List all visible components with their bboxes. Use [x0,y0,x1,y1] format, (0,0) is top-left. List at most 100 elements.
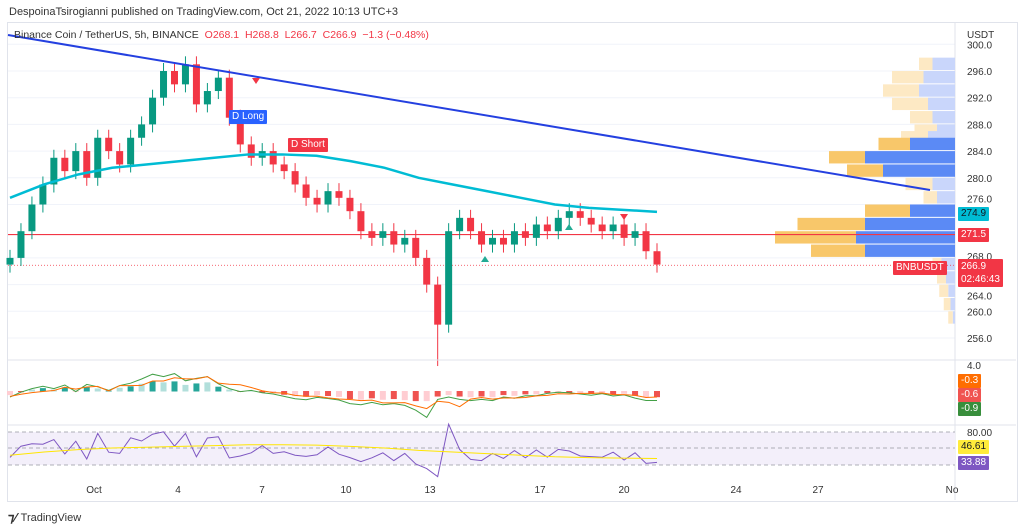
volume-profile-sell-bar [883,164,955,177]
macd-histogram-bar [500,391,507,396]
macd-histogram-bar [292,391,299,397]
macd-histogram-bar [621,391,628,394]
macd-histogram-bar [522,391,529,395]
volume-profile-sell-bar [856,231,955,244]
time-tick: 13 [424,485,436,496]
macd-axis-tick: 4.0 [967,361,981,372]
rsi-ma-tag: 46.61 [958,440,990,454]
macd-histogram-bar [588,391,595,395]
change-value: −1.3 (−0.48%) [362,29,429,41]
volume-profile-buy-bar [892,71,924,84]
volume-profile-buy-bar [919,57,933,70]
candle-body [236,117,244,145]
macd-histogram-bar [654,391,660,398]
candle-body [576,211,584,218]
macd-line [9,373,657,419]
time-tick: 4 [175,485,181,496]
candle-body [521,231,529,238]
candle-body [116,151,124,165]
candle-body [445,231,453,325]
time-tick: 24 [730,485,742,496]
candle-body [423,257,431,285]
price-tick: 276.0 [967,195,992,206]
volume-profile-buy-bar [865,204,910,217]
macd-histogram-bar [325,391,332,397]
candle-body [6,257,14,265]
volume-profile-sell-bar [946,271,955,284]
macd-histogram-bar [17,391,24,393]
macd-histogram-bar [182,384,189,392]
candle-body [127,137,135,165]
price-tick: 256.0 [967,334,992,345]
symbol-name: Binance Coin / TetherUS, 5h, BINANCE [14,29,199,41]
last-price: 266.9 [961,261,987,272]
candle-body [543,224,551,232]
volume-profile-sell-bar [919,84,955,97]
moving-average-line [9,153,658,214]
price-tick: 264.0 [967,292,992,303]
short-signal-label: D Short [288,138,328,152]
time-tick: 20 [618,485,630,496]
candle-body [225,77,233,118]
rsi-band [8,432,955,465]
candle-body [631,231,639,238]
price-tick: 268.0 [967,252,992,263]
macd-histogram-bar [599,391,606,394]
last-price-tag: 266.9 02:46:43 [958,259,1003,287]
volume-profile-buy-bar [892,97,928,111]
macd-histogram-bar [423,391,430,402]
volume-profile-buy-bar [948,311,953,324]
macd-histogram-bar [368,391,375,399]
time-tick: 10 [340,485,352,496]
candle-body [313,197,321,205]
candle-body [434,284,442,325]
ma-price-tag: 274.9 [958,207,990,221]
volume-profile-sell-bar [928,97,955,111]
macd-histogram-bar [83,387,90,392]
macd-histogram-bar [7,391,13,396]
volume-profile-buy-bar [775,231,856,244]
candle-body [149,97,157,125]
close-value: C266.9 [322,29,357,41]
candle-body [379,231,387,238]
candle-body [302,184,310,198]
candle-body [346,197,354,212]
candle-body [247,144,255,158]
macd-histogram-bar [226,389,233,392]
candle-body [642,231,650,252]
macd-histogram-bar [346,391,353,400]
currency-label: USDT [967,30,994,41]
signal-value-tag: -0.6 [958,388,982,402]
candle-body [335,191,343,198]
candle-body [203,91,211,105]
volume-profile-sell-bar [865,217,955,231]
macd-histogram-bar [489,391,496,398]
volume-profile-sell-bar [950,297,955,311]
candle-body [357,211,365,232]
macd-histogram-bar [555,391,562,393]
macd-histogram-bar [248,390,255,392]
volume-profile-sell-bar [932,111,955,124]
macd-histogram-bar [643,391,650,398]
price-tick: 280.0 [967,174,992,185]
candle-body [280,164,288,172]
candle-body [368,231,376,238]
macd-histogram-bar [39,388,46,392]
buy-triangle-icon [565,224,573,230]
candle-body [170,71,178,85]
candle-body [28,204,36,232]
tradingview-logo-icon: ⁊∕ [8,510,17,525]
candle-body [532,224,540,238]
ticker-tag: BNBUSDT [893,261,947,275]
candle-body [50,157,58,185]
candle-body [214,77,222,92]
candle-body [291,171,299,185]
candle-body [39,184,47,205]
time-tick: No [946,485,959,496]
volume-profile-buy-bar [943,297,951,311]
time-tick: 7 [259,485,265,496]
macd-histogram-bar [379,391,386,400]
candle-body [653,251,661,265]
macd-histogram-bar [632,391,639,396]
